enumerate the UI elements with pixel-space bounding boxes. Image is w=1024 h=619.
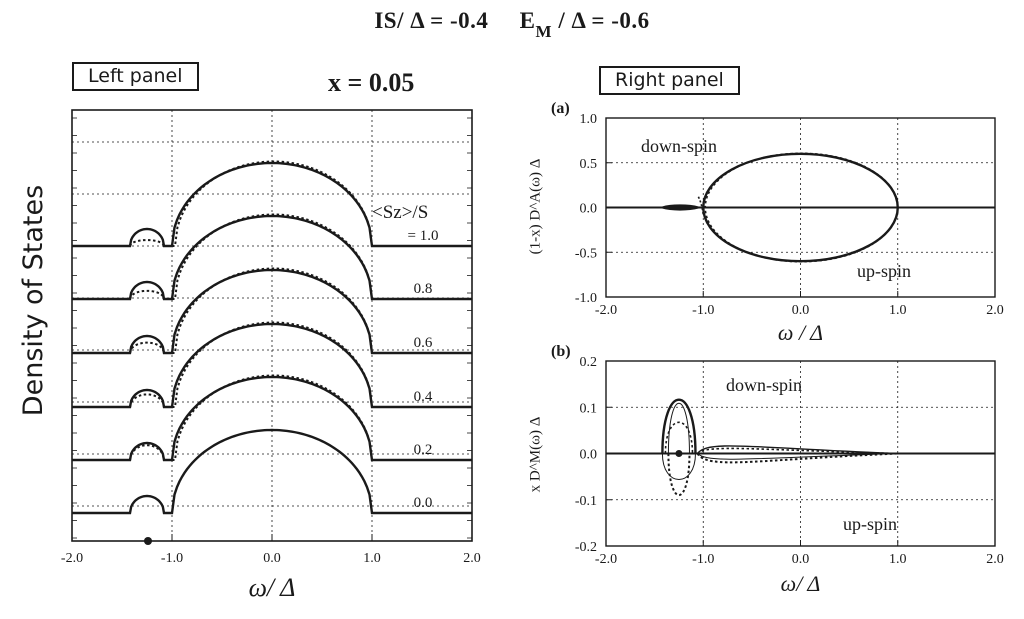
b-loop-thin-upper <box>667 403 690 454</box>
left-chart-title: x = 0.05 <box>328 68 415 97</box>
a-y-tick-label: -1.0 <box>575 291 597 306</box>
b-annotation-down-spin: down-spin <box>726 375 802 395</box>
right-panel-label: Right panel <box>599 66 740 95</box>
b-y-tick-label: -0.1 <box>575 494 597 509</box>
left-dos-curve-dotted <box>129 160 373 247</box>
left-x-tick-label: 1.0 <box>363 551 381 566</box>
left-panel-label: Left panel <box>72 62 199 91</box>
a-x-tick-label: 1.0 <box>889 303 907 318</box>
left-curve-label: 0.0 <box>414 495 433 511</box>
figure-header: IS/ Δ = -0.4 EM / Δ = -0.6 <box>0 8 1024 41</box>
a-y-tick-label: 0.5 <box>580 157 598 172</box>
b-x-tick-label: 1.0 <box>889 552 907 567</box>
b-loop-dotted-upper <box>664 421 694 454</box>
chart-b: -2.0 -1.0 0.0 1.0 2.0 0.2 0.1 0.0 -0.1 -0.2 (b) ω/ … <box>551 343 1004 596</box>
left-chart: -2.0 -1.0 0.0 1.0 2.0 ω/ Δ = 1.0 0.8 0.6 0.4 0.2 0.… <box>61 109 481 602</box>
a-annotation-down-spin: down-spin <box>641 136 717 156</box>
left-dos-curve-dotted <box>129 321 373 408</box>
left-dos-curve-solid <box>72 375 472 462</box>
left-dos-curve-dotted <box>129 213 373 300</box>
chart-a: -2.0 -1.0 0.0 1.0 2.01.00.50.0-0.5-1.0(a)ω /… <box>551 100 1004 345</box>
left-x-tick-label: -1.0 <box>161 551 183 566</box>
left-x-axis-title: ω/ Δ <box>249 573 296 602</box>
b-x-axis-title: ω/ Δ <box>781 571 821 596</box>
left-curve-label: 0.8 <box>414 281 433 297</box>
a-edge-dotted <box>697 196 705 215</box>
a-x-tick-label: 0.0 <box>792 303 810 318</box>
b-x-tick-label: 2.0 <box>986 552 1004 567</box>
em-suffix: / Δ = -0.6 <box>552 8 650 33</box>
left-curve-label: 0.2 <box>414 442 433 458</box>
b-loop-dotted-lower <box>667 453 691 497</box>
b-x-tick-label: -2.0 <box>595 552 617 567</box>
a-dos-ellipse-dotted <box>704 152 899 263</box>
a-impurity-loop <box>662 204 703 211</box>
em-subscript: M <box>535 22 553 41</box>
left-curve-label: 0.4 <box>414 389 433 405</box>
b-panel-label: (b) <box>551 343 571 360</box>
b-tail-thin-lower <box>697 453 898 460</box>
left-legend-title: <Sz>/S <box>372 202 428 223</box>
left-energy-marker <box>144 537 152 545</box>
b-loop-solid-upper <box>661 398 697 454</box>
a-x-axis-title: ω / Δ <box>778 320 823 345</box>
left-dos-curve-dotted <box>129 267 373 354</box>
left-dos-curve-dotted <box>129 374 373 461</box>
b-loop-thin-lower <box>661 453 696 480</box>
a-y-tick-label: 0.0 <box>580 202 598 217</box>
left-x-tick-label: 0.0 <box>263 551 281 566</box>
b-y-tick-label: 0.0 <box>580 448 598 463</box>
left-curve-label: 0.6 <box>414 335 433 351</box>
b-tail-dotted-lower <box>696 452 898 464</box>
b-annotation-up-spin: up-spin <box>843 514 897 534</box>
left-curve-label: = 1.0 <box>408 228 439 244</box>
left-x-tick-label: 2.0 <box>463 551 481 566</box>
left-dos-curve-solid <box>72 428 472 515</box>
a-x-tick-label: -1.0 <box>692 303 714 318</box>
b-y-tick-label: 0.2 <box>580 355 598 370</box>
b-x-tick-label: -1.0 <box>692 552 714 567</box>
b-energy-marker <box>675 450 683 457</box>
a-y-tick-label: -0.5 <box>575 246 597 261</box>
a-x-tick-label: 2.0 <box>986 303 1004 318</box>
b-x-tick-label: 0.0 <box>792 552 810 567</box>
a-panel-label: (a) <box>551 100 570 117</box>
is-label: IS/ Δ = -0.4 <box>374 8 489 33</box>
a-annotation-up-spin: up-spin <box>857 261 911 281</box>
b-y-tick-label: 0.1 <box>580 401 598 416</box>
a-y-tick-label: 1.0 <box>580 112 598 127</box>
b-y-tick-label: -0.2 <box>575 540 597 555</box>
a-x-tick-label: -2.0 <box>595 303 617 318</box>
em-prefix: E <box>519 8 536 33</box>
left-x-tick-label: -2.0 <box>61 551 83 566</box>
b-tail-dotted-upper <box>696 447 898 455</box>
